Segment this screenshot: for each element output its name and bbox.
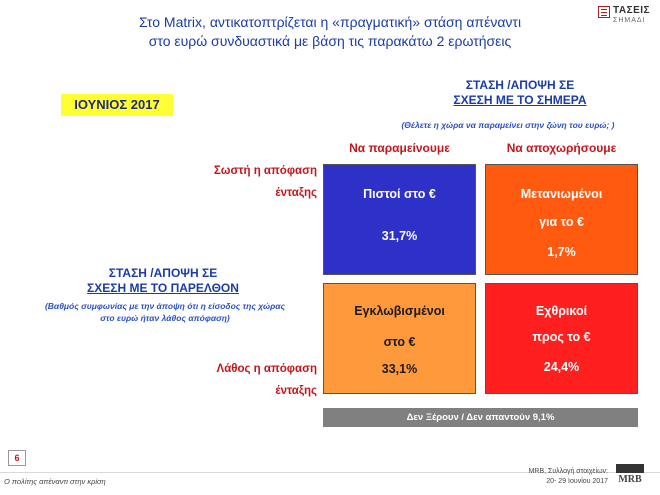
- cell-regretful-label2: για το €: [539, 215, 584, 229]
- axis-now-title-line1: ΣΤΑΣΗ /ΑΠΟΨΗ ΣΕ: [465, 78, 575, 92]
- period-badge: ΙΟΥΝΙΟΣ 2017: [61, 94, 173, 116]
- footer-source: MRB, Συλλογή στοιχείων: 20- 29 Ιουνίου 2…: [490, 467, 608, 487]
- row-header-correct: Σωστή η απόφαση ένταξης: [160, 160, 317, 204]
- cell-regretful-label: Μετανιωμένοι: [520, 187, 603, 201]
- cell-loyal-label: Πιστοί στο €: [363, 187, 436, 201]
- row-header-wrong: Λάθος η απόφαση ένταξης: [160, 358, 317, 402]
- cell-trapped-label2: στο €: [383, 335, 416, 349]
- cell-regretful: Μετανιωμένοι για το € 1,7%: [485, 164, 638, 275]
- footer-source-line2: 20- 29 Ιουνίου 2017: [546, 478, 608, 485]
- taseis-logo-icon: [598, 6, 610, 18]
- cell-hostile-label2: προς το €: [532, 330, 591, 344]
- taseis-logo-text: ΤΑΣΕΙΣ: [613, 5, 651, 16]
- slide-title-line2: στο ευρώ συνδυαστικά με βάση τις παρακάτ…: [148, 33, 512, 49]
- footer-divider: [0, 472, 660, 473]
- mrb-logo-icon: [616, 464, 644, 473]
- axis-past-title: ΣΤΑΣΗ /ΑΠΟΨΗ ΣΕ ΣΧΕΣΗ ΜΕ ΤΟ ΠΑΡΕΛΘΟΝ: [78, 266, 248, 296]
- axis-past-title-line1: ΣΤΑΣΗ /ΑΠΟΨΗ ΣΕ: [108, 266, 218, 280]
- cell-trapped: Εγκλωβισμένοι στο € 33,1%: [323, 283, 476, 394]
- axis-now-title: ΣΤΑΣΗ /ΑΠΟΨΗ ΣΕ ΣΧΕΣΗ ΜΕ ΤΟ ΣΗΜΕΡΑ: [400, 78, 640, 108]
- row-header-wrong-line2: ένταξης: [275, 385, 317, 397]
- axis-now-title-line2: ΣΧΕΣΗ ΜΕ ΤΟ ΣΗΜΕΡΑ: [453, 93, 587, 107]
- row-header-correct-line2: ένταξης: [275, 187, 317, 199]
- dont-know-bar: Δεν Ξέρουν / Δεν απαντούν 9,1%: [323, 408, 638, 427]
- column-header-leave: Να αποχωρήσουμε: [506, 141, 617, 155]
- slide-title: Στο Matrix, αντικατοπτρίζεται η «πραγματ…: [90, 13, 570, 51]
- row-header-wrong-line1: Λάθος η απόφαση: [216, 363, 317, 375]
- cell-loyal-value: 31,7%: [381, 229, 418, 243]
- axis-past-question: (Βαθμός συμφωνίας με την άποψη ότι η είσ…: [6, 300, 324, 324]
- footer-left-text: Ο πολίτης απέναντι στην κρίση: [4, 477, 106, 486]
- mrb-logo: MRB: [614, 464, 646, 490]
- taseis-logo: ΤΑΣΕΙΣ ΣΗΜΑΔΙ: [598, 4, 651, 30]
- axis-past-title-line2: ΣΧΕΣΗ ΜΕ ΤΟ ΠΑΡΕΛΘΟΝ: [87, 281, 239, 295]
- taseis-logo-sub: ΣΗΜΑΔΙ: [613, 17, 646, 24]
- page-number: 6: [8, 450, 26, 466]
- cell-trapped-label: Εγκλωβισμένοι: [354, 304, 445, 318]
- axis-past-question-line1: (Βαθμός συμφωνίας με την άποψη ότι η είσ…: [44, 301, 286, 311]
- axis-past-question-line2: στο ευρώ ήταν λάθος απόφαση): [100, 313, 230, 323]
- cell-hostile: Εχθρικοί προς το € 24,4%: [485, 283, 638, 394]
- cell-hostile-value: 24,4%: [543, 360, 580, 374]
- cell-hostile-label: Εχθρικοί: [535, 304, 588, 318]
- column-header-remain: Να παραμείνουμε: [349, 141, 450, 155]
- cell-loyal: Πιστοί στο € 31,7%: [323, 164, 476, 275]
- row-header-correct-line1: Σωστή η απόφαση: [213, 165, 317, 177]
- cell-trapped-value: 33,1%: [381, 362, 418, 376]
- axis-now-question: (Θέλετε η χώρα να παραμείνει στην ζώνη τ…: [401, 120, 615, 130]
- mrb-logo-text: MRB: [618, 474, 642, 485]
- slide-title-line1: Στο Matrix, αντικατοπτρίζεται η «πραγματ…: [138, 14, 522, 30]
- footer-source-line1: MRB, Συλλογή στοιχείων:: [528, 468, 608, 475]
- cell-regretful-value: 1,7%: [547, 245, 576, 259]
